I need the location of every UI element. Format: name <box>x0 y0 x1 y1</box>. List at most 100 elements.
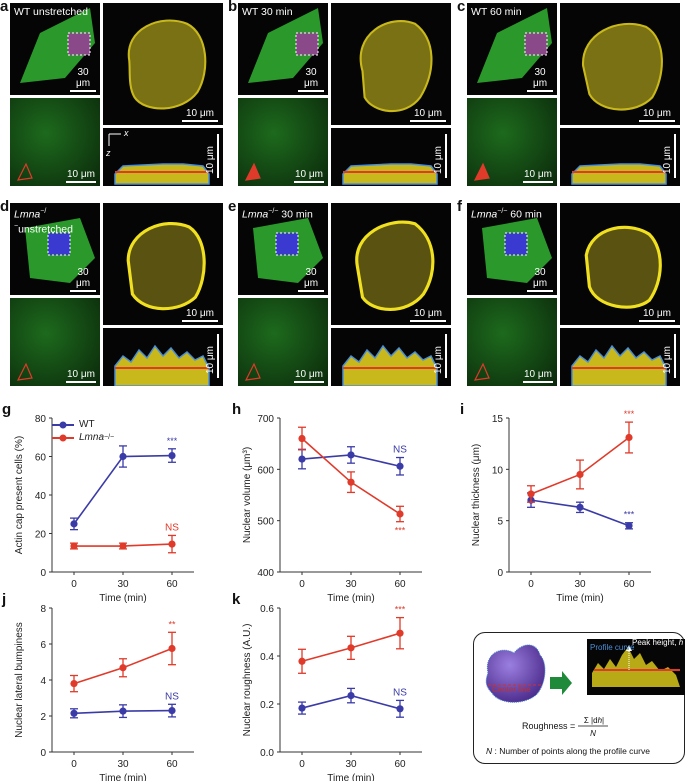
cell-label-e: Lmna−/− 30 min <box>242 208 313 221</box>
x-tick-label: 0 <box>71 759 77 770</box>
significance-label: *** <box>395 605 406 615</box>
x-tick-label: 60 <box>394 759 406 770</box>
nucleus-image-e: 10 μm <box>331 203 451 325</box>
cell-image-f: Lmna−/− 60 min 30 μm <box>467 203 557 295</box>
panel-letter-h: h <box>232 401 241 418</box>
x-tick-label: 0 <box>71 579 77 590</box>
scalebar-cell-f: 30 μm <box>527 267 553 292</box>
cell-label-c: WT 60 min <box>471 6 522 18</box>
panel-letter-d: d <box>0 198 10 215</box>
panel-letter-i: i <box>460 401 464 418</box>
data-point <box>119 542 127 550</box>
formula-numerator: Σ |dh| <box>584 716 604 725</box>
x-axis-label: Time (min) <box>556 593 603 604</box>
significance-label: *** <box>624 409 635 419</box>
legend-sup: −/− <box>104 434 115 441</box>
significance-label: *** <box>167 436 178 446</box>
axis-z-label: z <box>106 148 111 158</box>
cell-label-f: Lmna−/− 60 min <box>471 208 542 221</box>
formula-lhs: Roughness = <box>522 721 575 731</box>
scalebar-nucleus-b: 10 μm <box>410 108 446 122</box>
panel-letter-e: e <box>228 198 237 215</box>
actin-zoom-image-f: 10 μm <box>467 298 557 386</box>
peak-height-label: Peak height, h <box>632 638 684 647</box>
x-tick-label: 60 <box>394 579 406 590</box>
scalebar-nucleus-a: 10 μm <box>182 108 218 122</box>
cell-image-d: Lmna−/−unstretched 30 μm <box>10 203 100 295</box>
z-profile-image-a: x z 10 μm <box>103 128 223 186</box>
nucleus-image-b: 10 μm <box>331 3 451 125</box>
y-tick-label: 80 <box>35 414 47 425</box>
legend-label-lmna: Lmna <box>79 432 105 443</box>
x-tick-label: 30 <box>117 759 129 770</box>
panel-letter-a: a <box>0 0 9 15</box>
chart-i: i 0 5 10 15 0 30 60 Time (min) Nuclear thickness … <box>460 401 651 604</box>
z-profile-image-f: 10 μm <box>560 328 680 386</box>
x-tick-label: 30 <box>574 579 586 590</box>
z-profile-image-d: 10 μm <box>103 328 223 386</box>
y-tick-label: 400 <box>257 568 274 579</box>
data-point <box>625 433 633 442</box>
data-point <box>396 705 404 713</box>
scalebar-nucleus-c: 10 μm <box>639 108 675 122</box>
center-line-label: Center line <box>492 685 531 694</box>
z-profile-image-c: 10 μm <box>560 128 680 186</box>
nucleus-image-f: 10 μm <box>560 203 680 325</box>
data-point <box>347 451 355 459</box>
y-tick-label: 0 <box>40 568 46 579</box>
data-point <box>119 664 127 672</box>
y-tick-label: 0.2 <box>260 700 274 711</box>
significance-label: NS <box>165 691 179 702</box>
data-point <box>396 510 404 518</box>
data-point <box>396 629 404 637</box>
x-tick-label: 0 <box>528 579 534 590</box>
x-axis-label: Time (min) <box>99 593 146 604</box>
scalebar-z-e: 10 μm <box>433 334 447 378</box>
y-tick-label: 500 <box>257 517 274 528</box>
y-axis-label: Nuclear roughness (A.U.) <box>242 624 253 737</box>
panel-letter-k: k <box>232 591 241 608</box>
data-point <box>70 542 78 550</box>
y-tick-label: 8 <box>40 604 46 615</box>
significance-label: NS <box>165 522 179 533</box>
data-point <box>168 644 176 653</box>
y-tick-label: 0 <box>40 748 46 759</box>
significance-label: NS <box>393 687 407 698</box>
data-point <box>347 692 355 700</box>
data-point <box>298 434 306 443</box>
cell-image-c: WT 60 min 30 μm <box>467 3 557 95</box>
data-point <box>168 707 176 715</box>
panel-letter-f: f <box>457 198 462 215</box>
scalebar-nucleus-e: 10 μm <box>410 308 446 322</box>
x-tick-label: 60 <box>166 759 178 770</box>
data-point <box>119 452 127 461</box>
data-point <box>347 644 355 652</box>
scalebar-cell-a: 30 μm <box>70 67 96 92</box>
scalebar-cell-b: 30 μm <box>298 67 324 92</box>
scalebar-nucleus-d: 10 μm <box>182 308 218 322</box>
y-tick-label: 2 <box>40 712 46 723</box>
x-tick-label: 60 <box>623 579 635 590</box>
scalebar-z-f: 10 μm <box>662 334 676 378</box>
cell-label-a: WT unstretched <box>14 6 88 18</box>
significance-label: ** <box>168 619 176 629</box>
y-tick-label: 40 <box>35 491 47 502</box>
y-tick-label: 0.6 <box>260 604 274 615</box>
data-point <box>70 520 78 528</box>
data-point <box>168 451 176 460</box>
x-tick-label: 0 <box>299 579 305 590</box>
scalebar-cell-c: 30 μm <box>527 67 553 92</box>
nucleus-image-d: 10 μm <box>103 203 223 325</box>
z-profile-image-e: 10 μm <box>331 328 451 386</box>
x-tick-label: 30 <box>117 579 129 590</box>
profile-curve-label: Profile curve <box>590 643 635 652</box>
cell-image-a: WT unstretched 30 μm <box>10 3 100 95</box>
chart-g: g 0 20 40 60 80 0 30 60 Time (min) Actin cap prese… <box>2 401 194 604</box>
nucleus-image-a: 10 μm <box>103 3 223 125</box>
panel-letter-b: b <box>228 0 238 15</box>
scalebar-zoom-a: 10 μm <box>66 169 96 183</box>
data-point <box>625 522 633 530</box>
scalebar-nucleus-f: 10 μm <box>639 308 675 322</box>
panel-letter-c: c <box>457 0 466 15</box>
